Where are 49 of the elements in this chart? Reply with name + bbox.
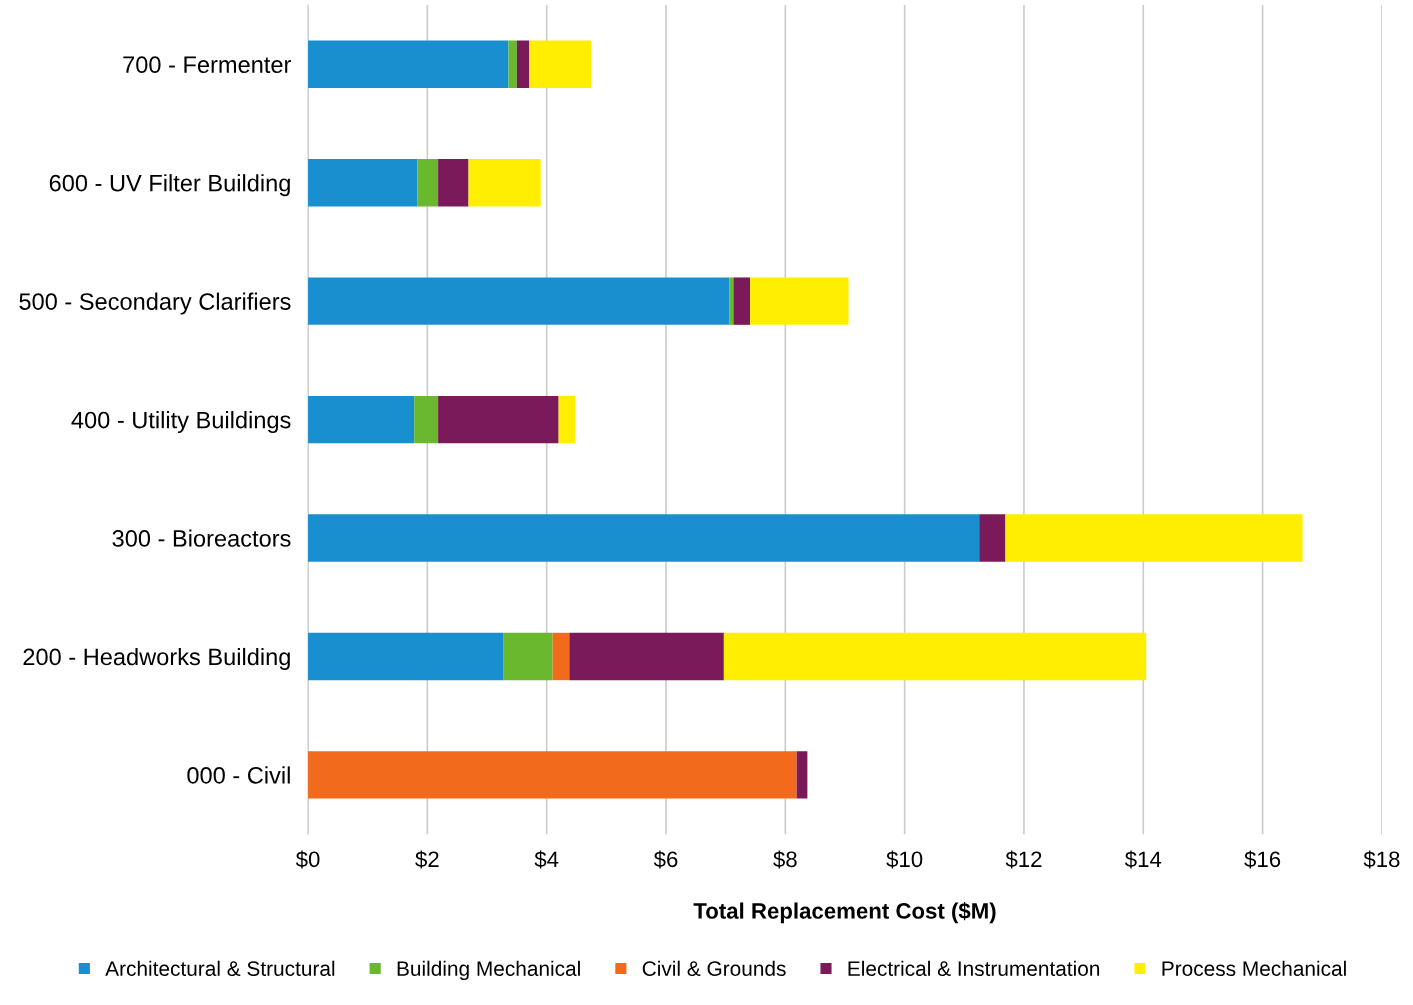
legend-label: Building Mechanical [397, 960, 580, 981]
bar [308, 632, 504, 681]
x-tick-label: $16 [1244, 850, 1281, 869]
bar [569, 632, 724, 681]
y-tick-label: 000 - Civil [187, 766, 290, 784]
bar [308, 40, 509, 88]
bar [529, 40, 592, 88]
x-tick-label: $10 [886, 850, 923, 869]
bar [1005, 514, 1303, 562]
x-tick-label: $18 [1363, 850, 1400, 869]
y-tick-label: 500 - Secondary Clarifiers [19, 292, 291, 315]
bar [552, 632, 570, 681]
legend-label: Architectural & Structural [105, 960, 335, 976]
bar [468, 159, 541, 207]
y-tick-label: 400 - Utility Buildings [71, 411, 291, 434]
legend-label: Process Mechanical [1162, 960, 1346, 976]
bar [733, 277, 751, 325]
bar [414, 395, 439, 444]
bar [308, 751, 797, 799]
bar [308, 514, 980, 562]
y-tick-label: 300 - Bioreactors [112, 529, 291, 547]
bar [308, 159, 418, 207]
bar [417, 159, 439, 207]
bar [723, 632, 1147, 681]
bar [729, 277, 734, 325]
bar [503, 632, 553, 681]
bar [516, 40, 530, 88]
x-tick-label: $12 [1005, 850, 1042, 869]
x-tick-label: $4 [534, 850, 559, 869]
bar [308, 277, 730, 325]
bar [750, 277, 849, 325]
x-tick-label: $8 [773, 850, 797, 869]
y-tick-label: 600 - UV Filter Building [49, 174, 290, 197]
x-axis-title: Total Replacement Cost ($M) [693, 902, 996, 924]
bar [558, 395, 576, 444]
bar [308, 395, 415, 444]
legend-label: Electrical & Instrumentation [848, 960, 1100, 976]
x-tick-label: $14 [1124, 850, 1162, 869]
bar [438, 159, 469, 207]
x-tick-label: $0 [295, 850, 320, 869]
x-tick-label: $2 [415, 850, 439, 869]
bar [796, 751, 808, 799]
y-tick-label: 700 - Fermenter [123, 56, 291, 74]
bar [438, 395, 559, 444]
legend-label: Civil & Grounds [642, 960, 786, 976]
bar [979, 514, 1006, 562]
bar [508, 40, 517, 88]
y-tick-label: 200 - Headworks Building [23, 647, 290, 670]
x-tick-label: $6 [653, 850, 678, 869]
